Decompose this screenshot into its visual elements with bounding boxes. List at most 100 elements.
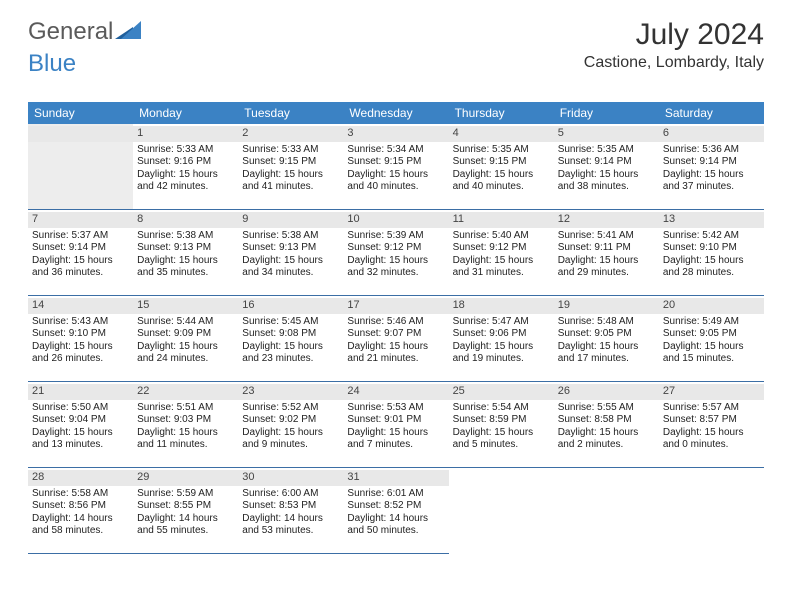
calendar-blank-cell xyxy=(28,124,133,210)
day-info-line: and 2 minutes. xyxy=(558,439,655,452)
day-info-line: and 7 minutes. xyxy=(347,439,444,452)
day-info-line: Sunset: 9:14 PM xyxy=(663,156,760,169)
day-info-line: Sunrise: 5:35 AM xyxy=(453,144,550,157)
day-number: 14 xyxy=(28,298,133,314)
day-number: 6 xyxy=(659,126,764,142)
day-info-line: and 9 minutes. xyxy=(242,439,339,452)
day-info-line: Sunset: 9:01 PM xyxy=(347,414,444,427)
logo-text-blue: Blue xyxy=(28,50,76,77)
day-info-line: and 23 minutes. xyxy=(242,353,339,366)
day-info-line: Sunrise: 5:45 AM xyxy=(242,316,339,329)
day-info-line: and 40 minutes. xyxy=(347,181,444,194)
calendar-day-cell: 3Sunrise: 5:34 AMSunset: 9:15 PMDaylight… xyxy=(343,124,448,210)
day-info-line: Sunrise: 5:38 AM xyxy=(137,230,234,243)
day-info-line: Sunrise: 5:44 AM xyxy=(137,316,234,329)
day-info-line: Daylight: 15 hours xyxy=(558,427,655,440)
weekday-header: Monday xyxy=(133,102,238,124)
day-info-line: Sunset: 9:05 PM xyxy=(663,328,760,341)
calendar-day-cell: 2Sunrise: 5:33 AMSunset: 9:15 PMDaylight… xyxy=(238,124,343,210)
day-info-line: and 24 minutes. xyxy=(137,353,234,366)
calendar-day-cell: 10Sunrise: 5:39 AMSunset: 9:12 PMDayligh… xyxy=(343,210,448,296)
day-info-line: Sunrise: 5:59 AM xyxy=(137,488,234,501)
day-info-line: Sunset: 9:02 PM xyxy=(242,414,339,427)
day-number: 22 xyxy=(133,384,238,400)
calendar-day-cell: 19Sunrise: 5:48 AMSunset: 9:05 PMDayligh… xyxy=(554,296,659,382)
day-info-line: Daylight: 15 hours xyxy=(32,341,129,354)
day-number: 3 xyxy=(343,126,448,142)
day-info-line: Sunrise: 5:55 AM xyxy=(558,402,655,415)
day-number: 31 xyxy=(343,470,448,486)
day-info-line: and 36 minutes. xyxy=(32,267,129,280)
day-info-line: Daylight: 15 hours xyxy=(137,255,234,268)
day-info-line: Sunrise: 5:41 AM xyxy=(558,230,655,243)
day-info-line: and 38 minutes. xyxy=(558,181,655,194)
calendar-day-cell: 23Sunrise: 5:52 AMSunset: 9:02 PMDayligh… xyxy=(238,382,343,468)
day-info-line: and 26 minutes. xyxy=(32,353,129,366)
day-info-line: Sunset: 9:13 PM xyxy=(242,242,339,255)
day-number: 21 xyxy=(28,384,133,400)
day-info-line: Sunrise: 5:52 AM xyxy=(242,402,339,415)
day-info-line: and 41 minutes. xyxy=(242,181,339,194)
day-info-line: Daylight: 15 hours xyxy=(242,169,339,182)
logo-mark-icon xyxy=(115,21,141,44)
day-info-line: and 29 minutes. xyxy=(558,267,655,280)
day-info-line: Daylight: 15 hours xyxy=(32,427,129,440)
day-info-line: Daylight: 14 hours xyxy=(347,513,444,526)
logo: General xyxy=(28,18,141,46)
day-info-line: Sunrise: 5:39 AM xyxy=(347,230,444,243)
calendar-day-cell: 14Sunrise: 5:43 AMSunset: 9:10 PMDayligh… xyxy=(28,296,133,382)
day-info-line: Sunrise: 5:51 AM xyxy=(137,402,234,415)
calendar-blank-cell xyxy=(554,468,659,554)
day-info-line: and 50 minutes. xyxy=(347,525,444,538)
day-info-line: Sunset: 8:58 PM xyxy=(558,414,655,427)
calendar-day-cell: 11Sunrise: 5:40 AMSunset: 9:12 PMDayligh… xyxy=(449,210,554,296)
day-info-line: Sunset: 8:56 PM xyxy=(32,500,129,513)
day-info-line: and 19 minutes. xyxy=(453,353,550,366)
day-info-line: Daylight: 15 hours xyxy=(242,341,339,354)
day-info-line: Sunrise: 5:46 AM xyxy=(347,316,444,329)
day-number: 7 xyxy=(28,212,133,228)
calendar-day-cell: 16Sunrise: 5:45 AMSunset: 9:08 PMDayligh… xyxy=(238,296,343,382)
day-number: 20 xyxy=(659,298,764,314)
day-info-line: Sunset: 9:15 PM xyxy=(347,156,444,169)
day-number: 26 xyxy=(554,384,659,400)
day-info-line: Sunset: 8:59 PM xyxy=(453,414,550,427)
day-number: 28 xyxy=(28,470,133,486)
day-number: 8 xyxy=(133,212,238,228)
day-info-line: Sunset: 9:14 PM xyxy=(558,156,655,169)
day-info-line: Sunset: 9:15 PM xyxy=(242,156,339,169)
day-info-line: Daylight: 15 hours xyxy=(137,169,234,182)
day-info-line: Daylight: 15 hours xyxy=(663,427,760,440)
day-info-line: Sunrise: 5:49 AM xyxy=(663,316,760,329)
calendar-day-cell: 20Sunrise: 5:49 AMSunset: 9:05 PMDayligh… xyxy=(659,296,764,382)
calendar-header-row: SundayMondayTuesdayWednesdayThursdayFrid… xyxy=(28,102,764,124)
day-info-line: Sunrise: 5:47 AM xyxy=(453,316,550,329)
day-info-line: Daylight: 15 hours xyxy=(242,255,339,268)
day-info-line: Sunset: 9:12 PM xyxy=(347,242,444,255)
calendar-day-cell: 1Sunrise: 5:33 AMSunset: 9:16 PMDaylight… xyxy=(133,124,238,210)
day-number: 23 xyxy=(238,384,343,400)
day-info-line: Daylight: 15 hours xyxy=(453,427,550,440)
day-info-line: Sunset: 9:07 PM xyxy=(347,328,444,341)
weekday-header: Wednesday xyxy=(343,102,448,124)
day-info-line: and 11 minutes. xyxy=(137,439,234,452)
day-info-line: Sunrise: 5:58 AM xyxy=(32,488,129,501)
day-info-line: and 58 minutes. xyxy=(32,525,129,538)
day-info-line: Sunrise: 5:48 AM xyxy=(558,316,655,329)
day-info-line: and 37 minutes. xyxy=(663,181,760,194)
day-info-line: and 13 minutes. xyxy=(32,439,129,452)
calendar-day-cell: 25Sunrise: 5:54 AMSunset: 8:59 PMDayligh… xyxy=(449,382,554,468)
day-info-line: Sunset: 9:12 PM xyxy=(453,242,550,255)
day-number: 19 xyxy=(554,298,659,314)
day-info-line: Daylight: 15 hours xyxy=(347,255,444,268)
calendar-day-cell: 31Sunrise: 6:01 AMSunset: 8:52 PMDayligh… xyxy=(343,468,448,554)
calendar-blank-cell xyxy=(659,468,764,554)
day-info-line: and 35 minutes. xyxy=(137,267,234,280)
day-info-line: Daylight: 15 hours xyxy=(663,169,760,182)
day-info-line: Sunset: 9:04 PM xyxy=(32,414,129,427)
day-info-line: and 53 minutes. xyxy=(242,525,339,538)
day-number: 13 xyxy=(659,212,764,228)
day-info-line: Daylight: 15 hours xyxy=(558,341,655,354)
weekday-header: Saturday xyxy=(659,102,764,124)
day-info-line: Daylight: 15 hours xyxy=(347,427,444,440)
